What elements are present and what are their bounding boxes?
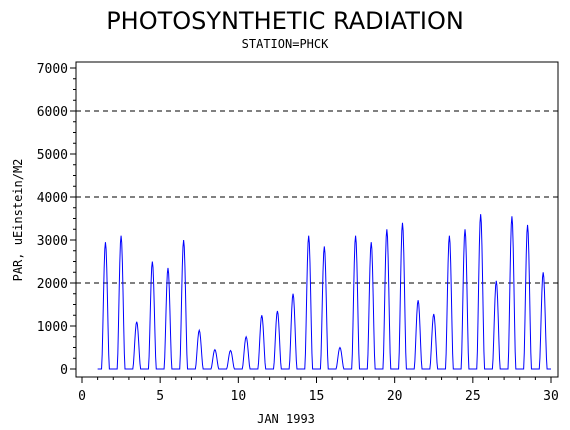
y-axis-label: PAR, uEinstein/M2 xyxy=(11,159,25,282)
y-tick-label-0: 0 xyxy=(60,363,68,378)
plot-frame xyxy=(75,61,559,378)
y-tick-label-6000: 6000 xyxy=(37,105,68,120)
x-tick-label-20: 20 xyxy=(387,389,403,404)
x-tick-label-10: 10 xyxy=(231,389,247,404)
x-tick-label-0: 0 xyxy=(78,389,86,404)
y-axis: 0 1000 2000 3000 4000 5000 6000 7000 xyxy=(37,62,76,378)
x-axis: 0 5 10 15 20 25 30 xyxy=(78,377,559,404)
y-tick-label-7000: 7000 xyxy=(37,62,68,77)
x-axis-label: JAN 1993 xyxy=(257,412,315,426)
chart-subtitle: STATION=PHCK xyxy=(242,37,329,51)
x-tick-label-30: 30 xyxy=(543,389,559,404)
y-tick-label-3000: 3000 xyxy=(37,234,68,249)
y-tick-label-4000: 4000 xyxy=(37,191,68,206)
series-line-par xyxy=(97,214,551,370)
chart-title: PHOTOSYNTHETIC RADIATION xyxy=(106,7,464,35)
x-tick-label-5: 5 xyxy=(156,389,164,404)
reference-lines xyxy=(76,110,558,284)
y-tick-label-1000: 1000 xyxy=(37,320,68,335)
x-tick-label-25: 25 xyxy=(465,389,481,404)
y-tick-label-2000: 2000 xyxy=(37,277,68,292)
y-tick-label-5000: 5000 xyxy=(37,148,68,163)
x-tick-label-15: 15 xyxy=(309,389,325,404)
